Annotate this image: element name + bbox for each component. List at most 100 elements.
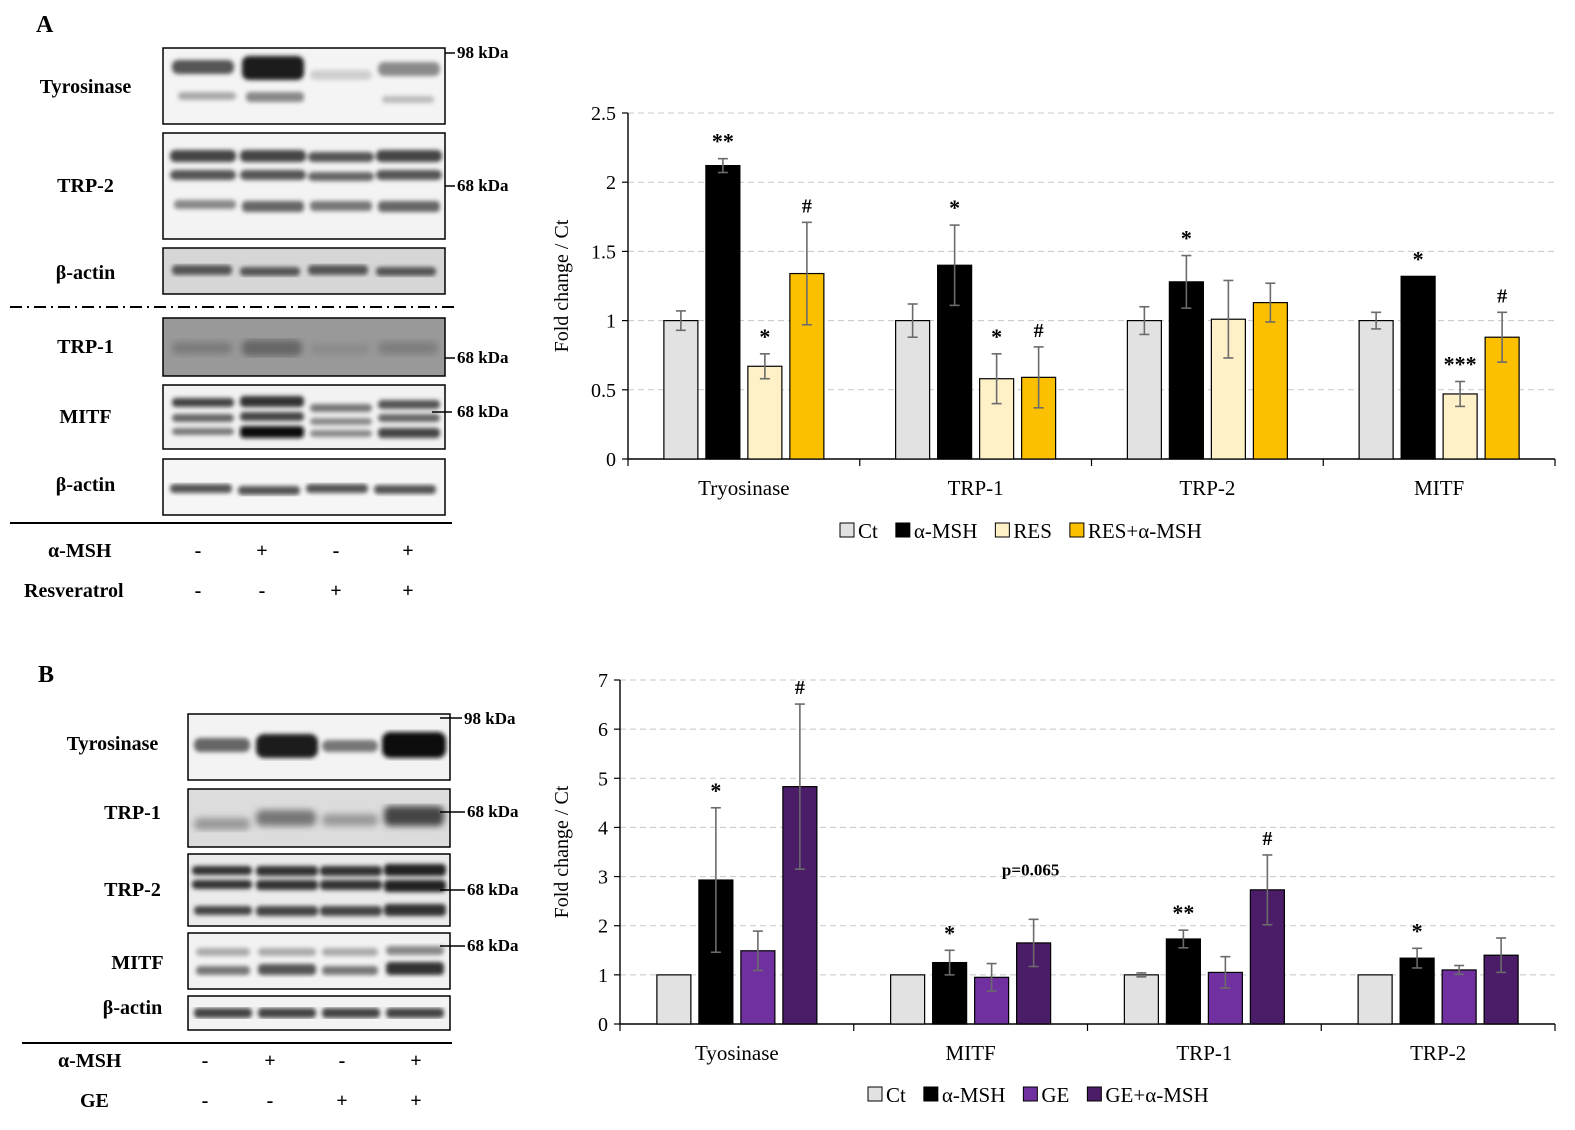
y-tick-label: 7 xyxy=(598,670,608,692)
sign-b-1-0: - xyxy=(201,1090,209,1112)
significance-mark: # xyxy=(1034,320,1044,342)
mw-marker-a-mitf: 68 kDa xyxy=(457,402,509,421)
x-tick-label: TRP-2 xyxy=(1179,476,1235,500)
significance-mark: * xyxy=(1413,246,1424,271)
y-tick-label: 1 xyxy=(598,965,608,987)
sign-b-1-2: + xyxy=(336,1090,348,1112)
row-label-b-mitf: MITF xyxy=(111,952,164,974)
sign-b-0-1: + xyxy=(264,1050,276,1072)
legend-label: RES xyxy=(1013,519,1052,543)
sign-b-0-3: + xyxy=(410,1050,422,1072)
significance-mark: * xyxy=(991,324,1002,349)
panel-b-blot-art xyxy=(22,713,465,1044)
bar--msh xyxy=(1400,275,1436,460)
bands-b-trp1 xyxy=(194,806,444,830)
mw-marker-b-tyrosinase: 98 kDa xyxy=(464,709,516,728)
significance-mark: * xyxy=(1181,226,1192,251)
bar-ct xyxy=(1123,974,1159,1025)
chart-b: 0 1 2 3 4 5 6 7 Fold change / Ct Tyosinase * # MITF *… xyxy=(551,670,1556,1107)
sign-b-0-2: - xyxy=(338,1050,346,1072)
y-tick-label: 4 xyxy=(598,817,608,839)
significance-mark: # xyxy=(802,195,812,217)
significance-mark: # xyxy=(795,677,805,699)
mw-marker-a-tyrosinase: 98 kDa xyxy=(457,43,509,62)
legend-swatch xyxy=(1086,1086,1102,1102)
significance-mark: * xyxy=(949,195,960,220)
bands-a-actin-lower xyxy=(170,484,436,495)
x-tick-label: Tryosinase xyxy=(698,476,789,500)
sign-a-1-3: + xyxy=(402,580,414,602)
legend-swatch xyxy=(923,1086,939,1102)
sign-a-1-2: + xyxy=(330,580,342,602)
x-tick-label: TRP-1 xyxy=(948,476,1004,500)
sign-a-1-1: - xyxy=(258,580,266,602)
bands-a-actin-upper xyxy=(172,265,436,276)
row-label-a-trp1: TRP-1 xyxy=(57,336,114,358)
bar-ct xyxy=(663,320,699,460)
mw-marker-b-mitf: 68 kDa xyxy=(467,936,519,955)
bar-ct xyxy=(1126,320,1162,460)
legend-swatch xyxy=(895,522,911,538)
bar--msh xyxy=(1168,281,1204,460)
bands-b-mitf xyxy=(196,946,444,975)
panel-b-letter: B xyxy=(38,662,55,688)
bands-b-tyrosinase xyxy=(194,732,446,758)
row-label-b-trp1: TRP-1 xyxy=(104,802,161,824)
bar-ct xyxy=(1358,320,1394,460)
x-tick-label: MITF xyxy=(946,1041,996,1065)
row-label-b-actin: β-actin xyxy=(102,997,163,1019)
bands-a-tyrosinase xyxy=(172,56,440,103)
row-label-b-tyrosinase: Tyrosinase xyxy=(66,733,159,755)
y-tick-label: 1.5 xyxy=(591,241,616,263)
legend-label: Ct xyxy=(858,519,878,543)
significance-mark: * xyxy=(1412,918,1423,943)
mw-marker-a-trp1: 68 kDa xyxy=(457,348,509,367)
condition-label-b-amsh: α-MSH xyxy=(58,1050,122,1072)
panel-a-letter: A xyxy=(36,12,54,38)
bar-ct xyxy=(1357,974,1393,1025)
y-axis-label: Fold change / Ct xyxy=(551,219,573,352)
legend-swatch xyxy=(994,522,1010,538)
sign-b-1-1: - xyxy=(266,1090,274,1112)
sign-a-0-0: - xyxy=(194,540,202,562)
bar--msh xyxy=(1399,957,1435,1025)
legend-swatch xyxy=(867,1086,883,1102)
significance-mark: * xyxy=(944,920,955,945)
y-tick-label: 3 xyxy=(598,867,608,889)
row-label-a-mitf: MITF xyxy=(59,406,112,428)
sign-a-0-2: - xyxy=(332,540,340,562)
row-label-b-trp2: TRP-2 xyxy=(104,879,161,901)
bar--msh xyxy=(705,164,741,460)
significance-mark: * xyxy=(710,778,721,803)
panel-a-blot-art xyxy=(10,47,455,524)
y-tick-label: 2 xyxy=(606,172,616,194)
bar-res xyxy=(747,365,783,460)
p-value-annotation: p=0.065 xyxy=(1002,860,1059,879)
y-tick-label: 0.5 xyxy=(591,380,616,402)
legend-label: RES+α-MSH xyxy=(1088,519,1202,543)
x-tick-label: MITF xyxy=(1414,476,1464,500)
bands-b-actin xyxy=(194,1008,444,1018)
mw-marker-b-trp1: 68 kDa xyxy=(467,802,519,821)
significance-mark: *** xyxy=(1444,351,1477,376)
x-tick-label: Tyosinase xyxy=(695,1041,779,1065)
blot-b-mitf xyxy=(187,932,451,990)
bands-a-trp2 xyxy=(170,150,442,212)
bands-a-trp1 xyxy=(172,340,438,356)
condition-label-a-resveratrol: Resveratrol xyxy=(24,580,124,602)
significance-mark: # xyxy=(1262,828,1272,850)
y-tick-label: 0 xyxy=(606,449,616,471)
sign-b-1-3: + xyxy=(410,1090,422,1112)
bar-res xyxy=(979,378,1015,460)
bar-ct xyxy=(890,974,926,1025)
legend-swatch xyxy=(839,522,855,538)
legend-label: α-MSH xyxy=(914,519,978,543)
x-tick-label: TRP-1 xyxy=(1176,1041,1232,1065)
sign-a-1-0: - xyxy=(194,580,202,602)
bar--msh xyxy=(1165,938,1201,1025)
legend-label: α-MSH xyxy=(942,1083,1006,1107)
y-tick-label: 1 xyxy=(606,311,616,333)
bar-ct xyxy=(895,320,931,460)
significance-mark: * xyxy=(759,324,770,349)
sign-a-0-3: + xyxy=(402,540,414,562)
